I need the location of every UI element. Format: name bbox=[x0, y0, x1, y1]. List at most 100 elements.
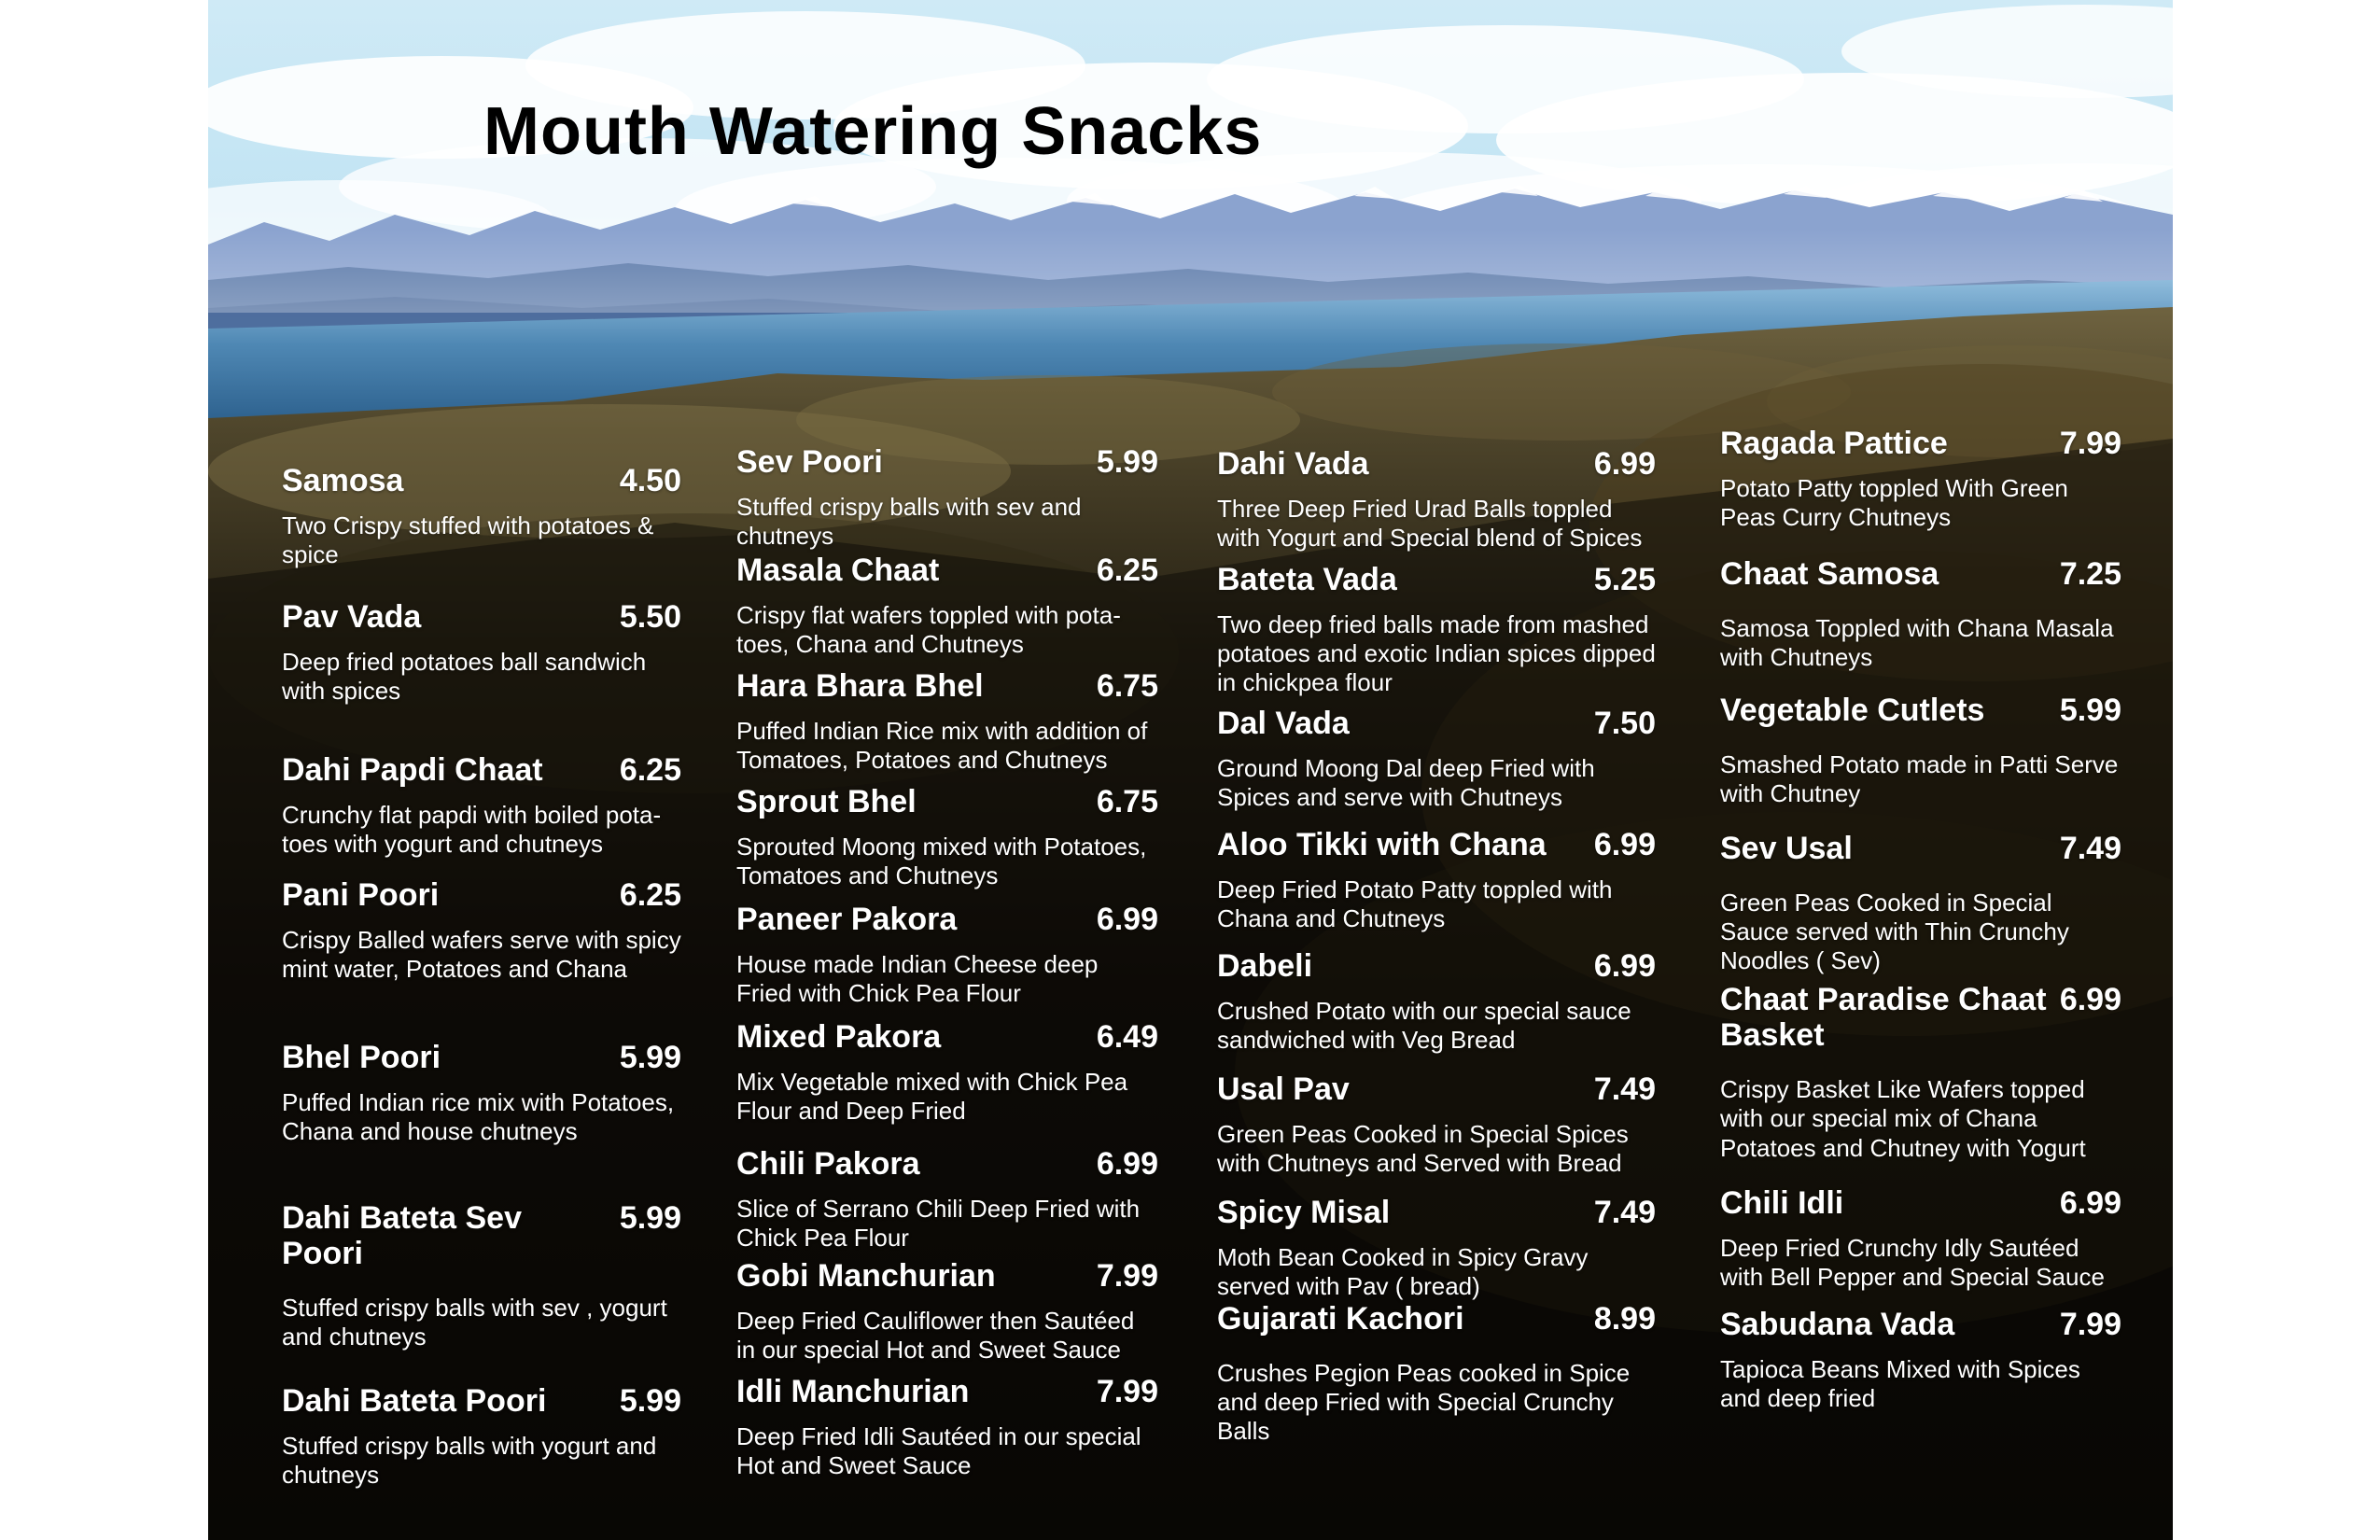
item-description: Crunchy flat papdi with boiled pota-toes… bbox=[282, 801, 662, 859]
menu-item: Dahi Vada 6.99 Three Deep Fried Urad Ball… bbox=[1217, 446, 1656, 553]
item-name: Sprout Bhel bbox=[736, 784, 917, 819]
item-description: Stuffed crispy balls with sev , yogurt a… bbox=[282, 1294, 667, 1351]
menu-item: Sev Usal 7.49 Green Peas Cooked in Specia… bbox=[1720, 831, 2121, 976]
menu-item: Paneer Pakora 6.99 House made Indian Chee… bbox=[736, 902, 1158, 1008]
item-price: 7.99 bbox=[2059, 426, 2121, 461]
item-description: Crispy Balled wafers serve with spicy mi… bbox=[282, 926, 681, 984]
item-price: 7.49 bbox=[1593, 1071, 1656, 1107]
item-name: Bhel Poori bbox=[282, 1040, 441, 1075]
menu-item: Dahi Bateta Sev Poori 5.99 Stuffed crispy… bbox=[282, 1200, 681, 1352]
item-name: Chili Idli bbox=[1720, 1185, 1844, 1221]
item-price: 6.99 bbox=[1096, 902, 1158, 937]
item-name: Chaat Paradise Chaat Basket bbox=[1720, 982, 2047, 1054]
background-photo-lake-mountains: Mouth Watering Snacks Samosa 4.50 Two Cri… bbox=[208, 0, 2173, 1540]
item-description: Mix Vegetable mixed with Chick Pea Flour… bbox=[736, 1068, 1128, 1126]
item-description: Green Peas Cooked in Special Spices with… bbox=[1217, 1120, 1629, 1178]
menu-item: Chili Idli 6.99 Deep Fried Crunchy Idly S… bbox=[1720, 1185, 2121, 1292]
menu-item: Chili Pakora 6.99 Slice of Serrano Chili … bbox=[736, 1146, 1158, 1253]
item-price: 6.99 bbox=[2059, 982, 2121, 1017]
menu-item: Dahi Bateta Poori 5.99 Stuffed crispy bal… bbox=[282, 1383, 681, 1490]
item-name: Dahi Papdi Chaat bbox=[282, 752, 543, 788]
item-name: Aloo Tikki with Chana bbox=[1217, 827, 1547, 862]
item-price: 6.99 bbox=[1593, 827, 1656, 862]
item-name: Sev Usal bbox=[1720, 831, 1853, 866]
menu-item: Dahi Papdi Chaat 6.25 Crunchy flat papdi … bbox=[282, 752, 681, 859]
menu-item: Sev Poori 5.99 Stuffed crispy balls with … bbox=[736, 444, 1158, 551]
menu-item: Ragada Pattice 7.99 Potato Patty toppled … bbox=[1720, 426, 2121, 532]
item-description: Deep Fried Cauliflower then Sautéed in o… bbox=[736, 1307, 1135, 1365]
menu-item: Sabudana Vada 7.99 Tapioca Beans Mixed wi… bbox=[1720, 1307, 2121, 1413]
menu-item: Samosa 4.50 Two Crispy stuffed with potat… bbox=[282, 463, 681, 569]
menu-item: Aloo Tikki with Chana 6.99 Deep Fried Pot… bbox=[1217, 827, 1656, 933]
item-name: Spicy Misal bbox=[1217, 1195, 1391, 1230]
item-name: Usal Pav bbox=[1217, 1071, 1350, 1107]
menu-item: Chaat Samosa 7.25 Samosa Toppled with Cha… bbox=[1720, 556, 2121, 672]
item-description: Three Deep Fried Urad Balls toppled with… bbox=[1217, 495, 1643, 553]
item-description: Crispy Basket Like Wafers topped with ou… bbox=[1720, 1075, 2086, 1162]
item-price: 5.50 bbox=[619, 599, 681, 635]
item-name: Sabudana Vada bbox=[1720, 1307, 1955, 1342]
item-price: 8.99 bbox=[1593, 1301, 1656, 1337]
item-description: Deep Fried Potato Patty toppled with Cha… bbox=[1217, 875, 1613, 933]
item-description: Puffed Indian Rice mix with addition of … bbox=[736, 717, 1148, 775]
item-name: Chaat Samosa bbox=[1720, 556, 1939, 592]
item-name: Dahi Bateta Sev Poori bbox=[282, 1200, 522, 1272]
menu-item: Gobi Manchurian 7.99 Deep Fried Cauliflow… bbox=[736, 1258, 1158, 1365]
menu-item: Pav Vada 5.50 Deep fried potatoes ball sa… bbox=[282, 599, 681, 706]
item-price: 6.75 bbox=[1096, 784, 1158, 819]
item-description: Deep Fried Crunchy Idly Sautéed with Bel… bbox=[1720, 1234, 2105, 1292]
item-price: 7.25 bbox=[2059, 556, 2121, 592]
item-description: Slice of Serrano Chili Deep Fried with C… bbox=[736, 1195, 1141, 1253]
menu-item: Spicy Misal 7.49 Moth Bean Cooked in Spic… bbox=[1217, 1195, 1656, 1301]
menu-item: Vegetable Cutlets 5.99 Smashed Potato mad… bbox=[1720, 693, 2121, 808]
item-price: 6.25 bbox=[619, 877, 681, 913]
item-description: Potato Patty toppled With Green Peas Cur… bbox=[1720, 474, 2068, 532]
item-description: Crushes Pegion Peas cooked in Spice and … bbox=[1217, 1359, 1631, 1446]
item-name: Dabeli bbox=[1217, 948, 1313, 984]
item-price: 6.99 bbox=[2059, 1185, 2121, 1221]
item-name: Mixed Pakora bbox=[736, 1019, 942, 1055]
item-price: 6.49 bbox=[1096, 1019, 1158, 1055]
menu-item: Gujarati Kachori 8.99 Crushes Pegion Peas… bbox=[1217, 1301, 1656, 1447]
item-price: 7.49 bbox=[2059, 831, 2121, 866]
item-price: 6.75 bbox=[1096, 668, 1158, 704]
item-description: Deep Fried Idli Sautéed in our special H… bbox=[736, 1422, 1141, 1480]
item-description: Crispy flat wafers toppled with pota-toe… bbox=[736, 601, 1121, 659]
item-name: Gobi Manchurian bbox=[736, 1258, 996, 1294]
item-name: Sev Poori bbox=[736, 444, 883, 480]
item-price: 6.25 bbox=[619, 752, 681, 788]
item-name: Chili Pakora bbox=[736, 1146, 920, 1182]
menu-column-4: Ragada Pattice 7.99 Potato Patty toppled … bbox=[1720, 0, 2121, 1540]
item-name: Ragada Pattice bbox=[1720, 426, 1948, 461]
landscape-scene bbox=[208, 0, 2173, 1540]
item-name: Vegetable Cutlets bbox=[1720, 693, 1985, 728]
menu-item: Dal Vada 7.50 Ground Moong Dal deep Fried… bbox=[1217, 706, 1656, 812]
menu-item: Bateta Vada 5.25 Two deep fried balls mad… bbox=[1217, 562, 1656, 698]
menu-column-3: Dahi Vada 6.99 Three Deep Fried Urad Ball… bbox=[1217, 0, 1656, 1540]
item-description: Two Crispy stuffed with potatoes & spice bbox=[282, 511, 654, 569]
menu-item: Masala Chaat 6.25 Crispy flat wafers topp… bbox=[736, 553, 1158, 659]
item-price: 5.99 bbox=[619, 1040, 681, 1075]
item-price: 4.50 bbox=[619, 463, 681, 498]
item-description: Crushed Potato with our special sauce sa… bbox=[1217, 997, 1631, 1055]
item-name: Hara Bhara Bhel bbox=[736, 668, 984, 704]
item-name: Dal Vada bbox=[1217, 706, 1350, 741]
item-description: Puffed Indian rice mix with Potatoes, Ch… bbox=[282, 1088, 675, 1146]
item-description: Stuffed crispy balls with yogurt and chu… bbox=[282, 1432, 657, 1490]
item-price: 5.99 bbox=[619, 1200, 681, 1236]
item-name: Masala Chaat bbox=[736, 553, 940, 588]
menu-item: Usal Pav 7.49 Green Peas Cooked in Specia… bbox=[1217, 1071, 1656, 1178]
item-name: Pani Poori bbox=[282, 877, 440, 913]
menu-item: Idli Manchurian 7.99 Deep Fried Idli Saut… bbox=[736, 1374, 1158, 1480]
menu-item: Sprout Bhel 6.75 Sprouted Moong mixed wit… bbox=[736, 784, 1158, 890]
item-name: Pav Vada bbox=[282, 599, 422, 635]
menu-item: Dabeli 6.99 Crushed Potato with our speci… bbox=[1217, 948, 1656, 1055]
item-price: 7.99 bbox=[1096, 1258, 1158, 1294]
item-name: Dahi Vada bbox=[1217, 446, 1369, 482]
item-price: 6.99 bbox=[1096, 1146, 1158, 1182]
item-name: Paneer Pakora bbox=[736, 902, 958, 937]
item-price: 5.25 bbox=[1593, 562, 1656, 597]
item-description: Moth Bean Cooked in Spicy Gravy served w… bbox=[1217, 1243, 1589, 1301]
item-price: 5.99 bbox=[2059, 693, 2121, 728]
